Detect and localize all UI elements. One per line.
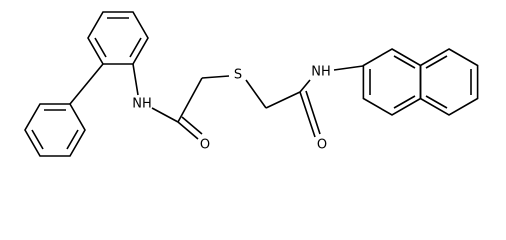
bond — [69, 63, 104, 105]
double-bond — [94, 37, 107, 58]
atom-label: S — [234, 68, 242, 83]
atom-label: NH — [311, 65, 331, 80]
ring — [24, 103, 86, 157]
atom-label: O — [317, 138, 327, 153]
bond — [299, 79, 311, 93]
double-bond — [425, 95, 448, 109]
ring — [362, 48, 422, 116]
double-bond — [66, 129, 79, 150]
double-bond — [393, 55, 416, 69]
bond — [177, 77, 203, 123]
double-bond — [31, 129, 44, 150]
bond — [132, 63, 139, 96]
bonds — [24, 11, 479, 157]
bond — [333, 65, 364, 71]
bond — [305, 90, 321, 135]
double-bond — [425, 55, 448, 69]
atom-label: NH — [132, 97, 152, 112]
bond — [201, 75, 230, 79]
ring — [87, 11, 149, 65]
bond — [181, 116, 203, 135]
atom-label: O — [200, 138, 210, 153]
ring — [419, 48, 479, 116]
double-bond — [129, 37, 142, 58]
bond — [299, 91, 316, 138]
bond — [265, 91, 301, 109]
double-bond — [393, 95, 416, 109]
bond — [177, 121, 199, 140]
bond — [151, 107, 179, 123]
bond — [245, 79, 267, 109]
molecule-diagram: NH O S NH O — [24, 11, 479, 157]
